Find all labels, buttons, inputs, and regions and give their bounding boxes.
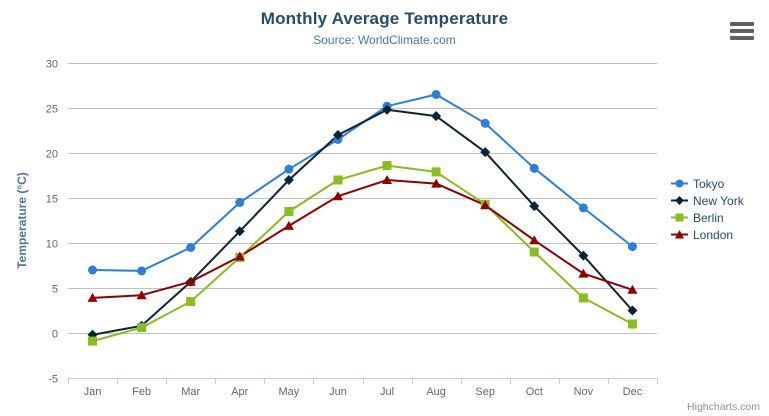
y-axis-label: 25 xyxy=(46,104,58,116)
point-london-aug[interactable] xyxy=(431,178,442,188)
point-london-jul[interactable] xyxy=(382,175,393,184)
hamburger-icon xyxy=(730,22,754,26)
point-london-dec[interactable] xyxy=(627,284,638,294)
x-axis-label: Apr xyxy=(231,386,248,398)
point-berlin-jun[interactable] xyxy=(333,175,343,185)
y-axis-label: -5 xyxy=(48,374,58,386)
x-axis-label: Jun xyxy=(329,386,347,398)
legend-item-tokyo[interactable]: Tokyo xyxy=(671,175,744,192)
y-axis-label: 15 xyxy=(46,194,58,206)
x-axis-label: Oct xyxy=(526,386,543,398)
y-axis-label: 10 xyxy=(46,239,58,251)
point-berlin-nov[interactable] xyxy=(578,293,588,303)
legend: Tokyo New York Berlin London xyxy=(671,175,744,243)
series-line-tokyo xyxy=(91,93,634,272)
credits-link[interactable]: Highcharts.com xyxy=(687,401,760,413)
square-icon xyxy=(671,213,688,222)
point-berlin-mar[interactable] xyxy=(186,297,196,306)
point-tokyo-sep[interactable] xyxy=(480,118,490,128)
point-tokyo-dec[interactable] xyxy=(627,242,637,252)
x-axis-label: Feb xyxy=(132,386,151,398)
y-axis-title: Temperature (°C) xyxy=(15,172,29,269)
export-menu-button[interactable] xyxy=(728,18,758,44)
point-london-may[interactable] xyxy=(283,220,294,230)
x-axis-label: Sep xyxy=(475,386,495,398)
point-new-york-jul[interactable] xyxy=(382,104,393,115)
point-tokyo-aug[interactable] xyxy=(431,90,441,99)
x-axis-label: Jul xyxy=(380,386,394,398)
x-axis-label: Dec xyxy=(623,386,643,398)
point-new-york-nov[interactable] xyxy=(578,250,589,261)
point-london-nov[interactable] xyxy=(578,268,589,278)
series-line-new-york xyxy=(91,108,634,336)
point-london-mar[interactable] xyxy=(185,276,196,286)
point-berlin-oct[interactable] xyxy=(529,247,539,257)
point-tokyo-feb[interactable] xyxy=(137,266,147,276)
point-berlin-jan[interactable] xyxy=(88,336,98,346)
x-axis-label: Nov xyxy=(574,386,594,398)
hamburger-icon xyxy=(730,36,754,40)
point-tokyo-mar[interactable] xyxy=(186,243,196,252)
diamond-icon xyxy=(671,196,688,205)
point-london-oct[interactable] xyxy=(529,235,540,245)
y-axis-label: 0 xyxy=(52,329,58,341)
legend-label: London xyxy=(693,227,734,242)
point-new-york-may[interactable] xyxy=(283,175,294,185)
series-line-berlin xyxy=(91,164,634,343)
legend-label: Tokyo xyxy=(693,176,725,191)
hamburger-icon xyxy=(730,29,754,33)
point-london-jan[interactable] xyxy=(87,292,98,302)
legend-item-berlin[interactable]: Berlin xyxy=(671,209,744,226)
circle-icon xyxy=(671,179,688,188)
x-axis-label: Aug xyxy=(426,386,446,398)
y-axis-label: 30 xyxy=(46,59,58,71)
point-new-york-aug[interactable] xyxy=(431,111,442,122)
point-london-feb[interactable] xyxy=(136,290,147,300)
point-new-york-dec[interactable] xyxy=(627,305,638,316)
y-axis-label: 20 xyxy=(46,149,58,161)
point-berlin-aug[interactable] xyxy=(431,167,441,177)
chart-title: Monthly Average Temperature xyxy=(260,9,509,28)
x-axis-label: Jan xyxy=(84,386,102,398)
point-tokyo-jan[interactable] xyxy=(88,265,98,275)
x-axis-label: May xyxy=(278,386,299,398)
triangle-icon xyxy=(671,230,688,239)
legend-item-new-york[interactable]: New York xyxy=(671,192,744,209)
point-new-york-sep[interactable] xyxy=(480,147,491,158)
point-tokyo-may[interactable] xyxy=(284,164,294,174)
legend-label: New York xyxy=(693,193,744,208)
point-tokyo-apr[interactable] xyxy=(235,198,245,207)
point-new-york-jun[interactable] xyxy=(332,130,343,140)
legend-item-london[interactable]: London xyxy=(671,226,744,243)
x-axis-label: Mar xyxy=(181,386,200,398)
point-tokyo-nov[interactable] xyxy=(578,203,588,213)
series-line-london xyxy=(91,179,634,299)
point-london-jun[interactable] xyxy=(332,191,343,201)
point-tokyo-oct[interactable] xyxy=(529,163,539,173)
point-london-apr[interactable] xyxy=(234,251,245,261)
point-berlin-dec[interactable] xyxy=(627,319,637,329)
legend-label: Berlin xyxy=(693,210,724,225)
point-berlin-may[interactable] xyxy=(284,207,294,216)
chart-subtitle: Source: WorldClimate.com xyxy=(313,33,456,47)
point-london-sep[interactable] xyxy=(480,200,491,210)
y-axis-label: 5 xyxy=(52,284,58,296)
point-berlin-jul[interactable] xyxy=(382,161,392,171)
point-new-york-oct[interactable] xyxy=(529,201,540,212)
point-berlin-feb[interactable] xyxy=(137,323,147,333)
point-new-york-apr[interactable] xyxy=(234,226,245,237)
